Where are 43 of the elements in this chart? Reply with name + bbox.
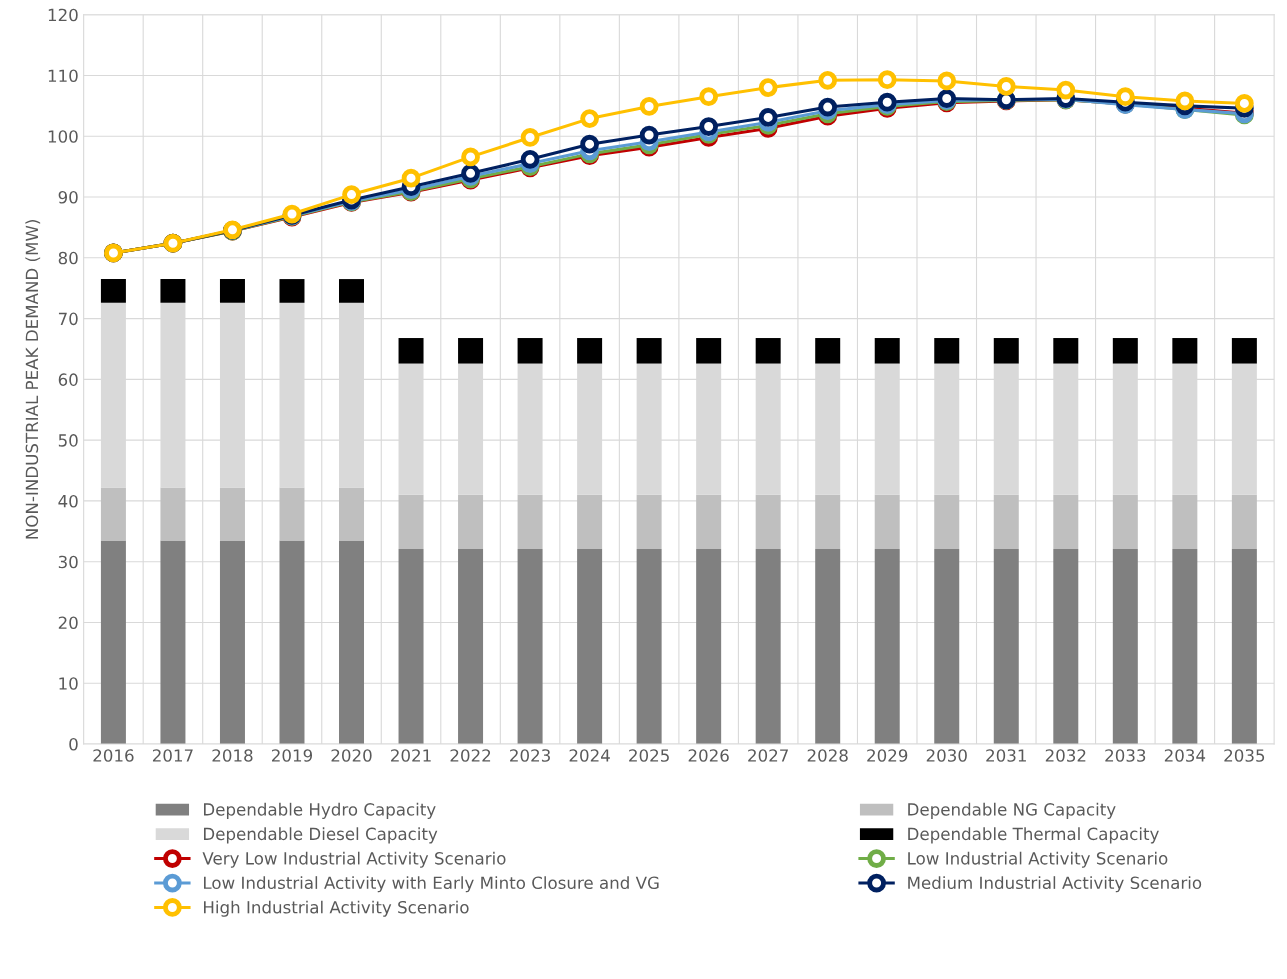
legend-label: Dependable Diesel Capacity <box>204 827 438 844</box>
x-tick-label: 2023 <box>510 749 550 762</box>
legend-label: Dependable NG Capacity <box>908 802 1116 819</box>
y-tick-label: 70 <box>58 312 78 326</box>
x-tick-label: 2035 <box>1224 749 1265 762</box>
x-tick-label: 2032 <box>1045 749 1086 762</box>
y-tick-label: 30 <box>58 555 78 569</box>
y-tick-label: 10 <box>59 677 78 690</box>
y-axis-title: NON-INDUSTRIAL PEAK DEMAND (MW) <box>25 220 41 539</box>
y-tick-label: 120 <box>48 8 78 22</box>
x-tick-label: 2021 <box>391 749 431 762</box>
x-tick-label: 2020 <box>331 749 372 762</box>
legend-label: Dependable Hydro Capacity <box>204 802 436 819</box>
x-tick-label: 2034 <box>1164 749 1206 762</box>
x-tick-label: 2029 <box>867 749 908 762</box>
legend-label: Low Industrial Activity Scenario <box>908 851 1168 868</box>
legend-label: Low Industrial Activity with Early Minto Closure and VG <box>204 876 659 893</box>
x-tick-label: 2025 <box>629 749 669 762</box>
legend-label: High Industrial Activity Scenario <box>204 900 469 917</box>
x-tick-label: 2016 <box>93 749 134 762</box>
y-tick-label: 100 <box>48 130 78 143</box>
x-tick-label: 2017 <box>152 749 193 762</box>
legend-label: Very Low Industrial Activity Scenario <box>202 851 506 868</box>
y-tick-label: 0 <box>69 738 78 751</box>
y-tick-label: 40 <box>58 494 78 508</box>
x-tick-label: 2030 <box>926 749 967 762</box>
y-tick-label: 60 <box>58 373 78 386</box>
x-tick-label: 2033 <box>1105 749 1146 762</box>
x-tick-label: 2024 <box>569 749 610 762</box>
y-tick-label: 50 <box>58 434 78 447</box>
x-tick-label: 2026 <box>688 749 729 762</box>
x-tick-label: 2027 <box>748 749 788 762</box>
y-tick-label: 90 <box>58 190 78 204</box>
x-tick-label: 2019 <box>272 749 313 762</box>
x-tick-label: 2031 <box>986 749 1026 762</box>
y-tick-label: 20 <box>58 616 78 630</box>
legend-label: Dependable Thermal Capacity <box>908 827 1159 844</box>
x-tick-label: 2022 <box>450 749 491 762</box>
y-tick-label: 80 <box>58 251 78 265</box>
legend-label: Medium Industrial Activity Scenario <box>908 876 1202 893</box>
y-tick-label: 110 <box>48 69 78 83</box>
x-tick-label: 2028 <box>807 749 848 762</box>
x-tick-label: 2018 <box>212 749 253 762</box>
